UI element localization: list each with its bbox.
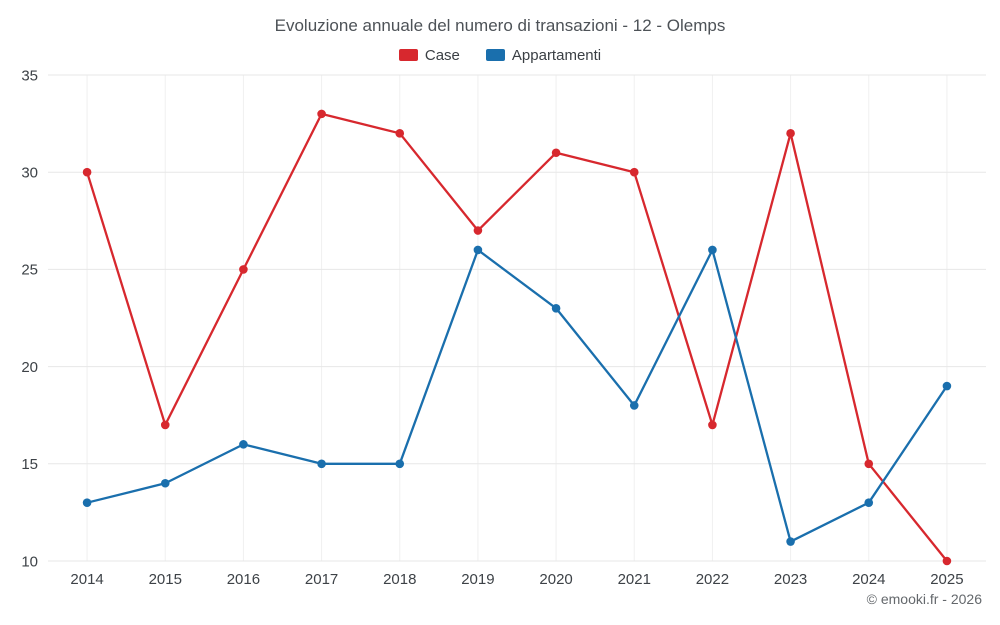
svg-text:15: 15 (21, 456, 38, 473)
svg-text:2014: 2014 (70, 571, 103, 588)
svg-text:25: 25 (21, 262, 38, 279)
gridlines (48, 74, 986, 562)
data-point (551, 148, 561, 158)
svg-text:2025: 2025 (930, 571, 963, 588)
data-point (629, 167, 639, 177)
series-line (85, 248, 949, 543)
data-point (786, 537, 795, 546)
svg-text:10: 10 (21, 553, 38, 570)
svg-text:2019: 2019 (461, 571, 494, 588)
data-point (160, 478, 170, 488)
data-point (317, 459, 326, 469)
svg-text:2024: 2024 (852, 571, 885, 588)
svg-text:30: 30 (21, 164, 38, 181)
data-point (473, 245, 483, 255)
data-point (395, 459, 405, 469)
series-case (82, 109, 952, 566)
data-point (708, 420, 717, 430)
credit-text: © emooki.fr - 2026 (866, 591, 982, 607)
data-point (942, 556, 952, 566)
data-point (239, 440, 248, 449)
data-point (708, 245, 717, 255)
legend-item-case[interactable]: Case (398, 46, 460, 64)
data-point (942, 381, 952, 391)
svg-text:2022: 2022 (696, 571, 729, 588)
legend-item-appartamenti[interactable]: Appartamenti (485, 46, 602, 64)
data-point (864, 459, 874, 469)
y-axis-labels: 10 15 20 25 30 35 (21, 69, 38, 570)
data-point (551, 303, 561, 313)
svg-text:2016: 2016 (227, 571, 260, 588)
svg-text:2015: 2015 (149, 571, 182, 588)
svg-text:35: 35 (21, 69, 38, 84)
chart-legend: Case Appartamenti (0, 45, 1000, 65)
data-point (395, 129, 405, 138)
legend-label-case: Case (424, 46, 460, 64)
data-point (160, 420, 170, 430)
series-line (85, 112, 949, 563)
svg-text:2021: 2021 (618, 571, 651, 588)
svg-text:2020: 2020 (539, 571, 572, 588)
data-point (864, 498, 874, 507)
data-point (317, 109, 326, 119)
legend-swatch-appartamenti-icon (485, 49, 505, 61)
svg-text:2023: 2023 (774, 571, 807, 588)
chart-title: Evoluzione annuale del numero di transaz… (274, 16, 726, 35)
svg-text:2017: 2017 (305, 571, 338, 588)
data-point (239, 265, 248, 274)
svg-text:20: 20 (21, 359, 38, 376)
data-point (473, 226, 483, 235)
svg-text:2018: 2018 (383, 571, 416, 588)
data-point (82, 498, 92, 507)
series-appartamenti (82, 245, 952, 546)
x-axis-labels: 2014 2015 2016 2017 2018 2019 2020 2021 2022 2023… (70, 571, 963, 588)
data-point (786, 129, 795, 138)
data-point (82, 167, 92, 177)
legend-label-appartamenti: Appartamenti (511, 46, 602, 64)
legend-swatch-case-icon (398, 49, 418, 61)
data-point (629, 401, 639, 410)
